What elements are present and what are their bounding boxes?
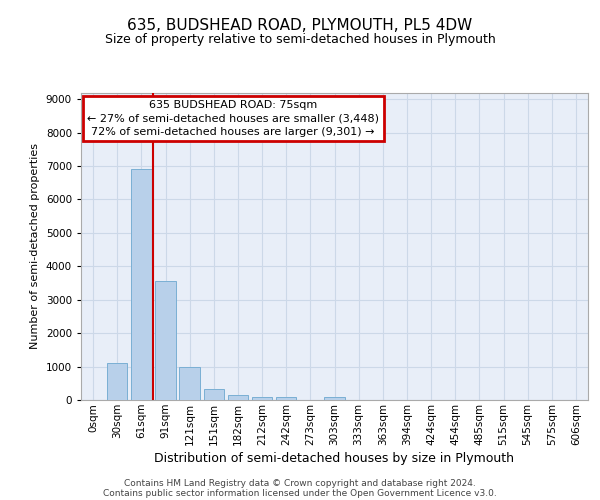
X-axis label: Distribution of semi-detached houses by size in Plymouth: Distribution of semi-detached houses by … bbox=[155, 452, 515, 465]
Bar bbox=[107, 363, 127, 400]
Bar bbox=[252, 396, 272, 400]
Text: Size of property relative to semi-detached houses in Plymouth: Size of property relative to semi-detach… bbox=[104, 32, 496, 46]
Bar bbox=[131, 170, 152, 400]
Bar bbox=[227, 395, 248, 400]
Bar bbox=[324, 398, 345, 400]
Text: 635 BUDSHEAD ROAD: 75sqm
← 27% of semi-detached houses are smaller (3,448)
72% o: 635 BUDSHEAD ROAD: 75sqm ← 27% of semi-d… bbox=[87, 100, 379, 136]
Text: Contains public sector information licensed under the Open Government Licence v3: Contains public sector information licen… bbox=[103, 488, 497, 498]
Bar bbox=[203, 389, 224, 400]
Y-axis label: Number of semi-detached properties: Number of semi-detached properties bbox=[30, 143, 40, 349]
Text: Contains HM Land Registry data © Crown copyright and database right 2024.: Contains HM Land Registry data © Crown c… bbox=[124, 478, 476, 488]
Bar bbox=[276, 398, 296, 400]
Bar bbox=[155, 282, 176, 400]
Text: 635, BUDSHEAD ROAD, PLYMOUTH, PL5 4DW: 635, BUDSHEAD ROAD, PLYMOUTH, PL5 4DW bbox=[127, 18, 473, 32]
Bar bbox=[179, 368, 200, 400]
